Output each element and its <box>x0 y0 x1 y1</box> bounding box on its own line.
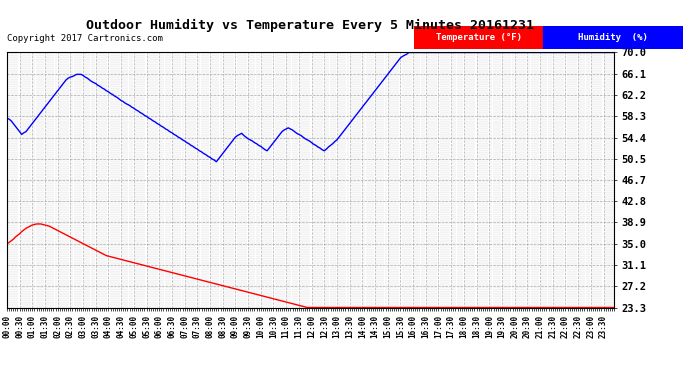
FancyBboxPatch shape <box>414 26 543 49</box>
Text: Outdoor Humidity vs Temperature Every 5 Minutes 20161231: Outdoor Humidity vs Temperature Every 5 … <box>86 19 535 32</box>
Text: Temperature (°F): Temperature (°F) <box>435 33 522 42</box>
Text: Copyright 2017 Cartronics.com: Copyright 2017 Cartronics.com <box>7 34 163 43</box>
FancyBboxPatch shape <box>543 26 683 49</box>
Text: Humidity  (%): Humidity (%) <box>578 33 648 42</box>
